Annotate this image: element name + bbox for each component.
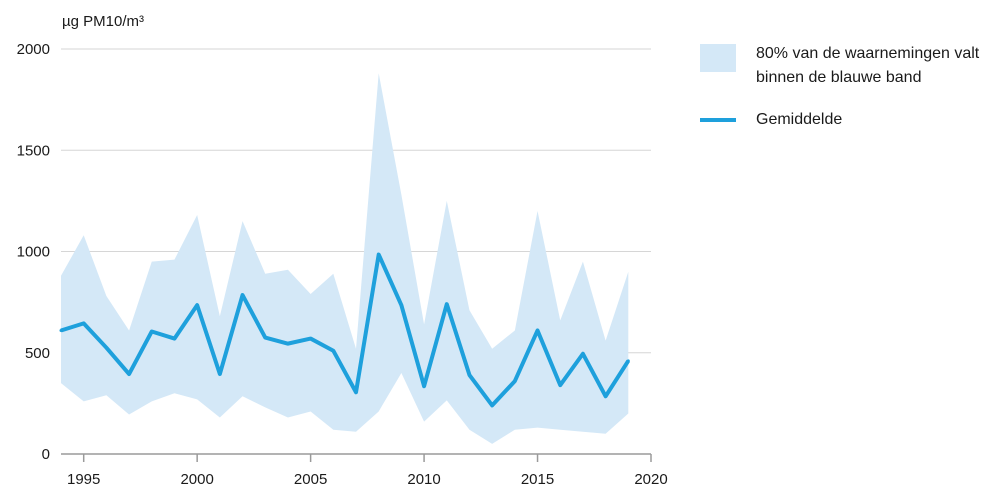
- y-tick-label: 0: [42, 446, 50, 463]
- mean-point: [172, 337, 176, 341]
- mean-point: [331, 349, 335, 353]
- x-tick-label: 2005: [294, 471, 327, 488]
- mean-point: [104, 346, 108, 350]
- mean-points: [59, 253, 630, 407]
- legend-label-band: 80% van de waarnemingen valt binnen de b…: [756, 45, 980, 86]
- mean-point: [467, 373, 471, 377]
- legend-label-line: Gemiddelde: [756, 111, 843, 128]
- mean-point: [536, 328, 540, 332]
- mean-point: [377, 253, 381, 257]
- legend-swatch-band: [700, 44, 736, 72]
- mean-point: [354, 390, 358, 394]
- y-tick-label: 1000: [17, 244, 50, 261]
- mean-point: [82, 321, 86, 325]
- x-tick-label: 2000: [180, 471, 213, 488]
- x-tick-label: 1995: [67, 471, 100, 488]
- mean-point: [218, 372, 222, 376]
- y-tick-label: 2000: [17, 41, 50, 58]
- band-80-percent: [61, 73, 629, 444]
- mean-point: [558, 383, 562, 387]
- x-tick-label: 2010: [407, 471, 440, 488]
- mean-point: [581, 352, 585, 356]
- mean-point: [127, 372, 131, 376]
- legend: 80% van de waarnemingen valt binnen de b…: [700, 42, 995, 150]
- x-tick-label: 2015: [521, 471, 554, 488]
- mean-point: [513, 379, 517, 383]
- mean-point: [241, 293, 245, 297]
- mean-point: [399, 303, 403, 307]
- mean-point: [286, 342, 290, 346]
- y-axis-label: µg PM10/m³: [62, 13, 144, 30]
- mean-point: [309, 337, 313, 341]
- mean-point: [490, 403, 494, 407]
- mean-point: [422, 384, 426, 388]
- mean-point: [59, 328, 63, 332]
- x-tick-label: 2020: [634, 471, 667, 488]
- mean-point: [195, 303, 199, 307]
- x-axis: 1995 2000 2005 2010 2015 2020: [67, 454, 668, 488]
- legend-swatch-line: [700, 118, 736, 122]
- mean-point: [604, 394, 608, 398]
- y-tick-label: 1500: [17, 142, 50, 159]
- mean-point: [445, 302, 449, 306]
- y-axis: 0 500 1000 1500 2000: [17, 41, 50, 463]
- y-tick-label: 500: [25, 345, 50, 362]
- mean-point: [626, 359, 630, 363]
- mean-point: [150, 329, 154, 333]
- mean-point: [263, 336, 267, 340]
- mean-line: [60, 252, 630, 408]
- legend-item-line: Gemiddelde: [700, 108, 995, 132]
- legend-item-band: 80% van de waarnemingen valt binnen de b…: [700, 42, 995, 90]
